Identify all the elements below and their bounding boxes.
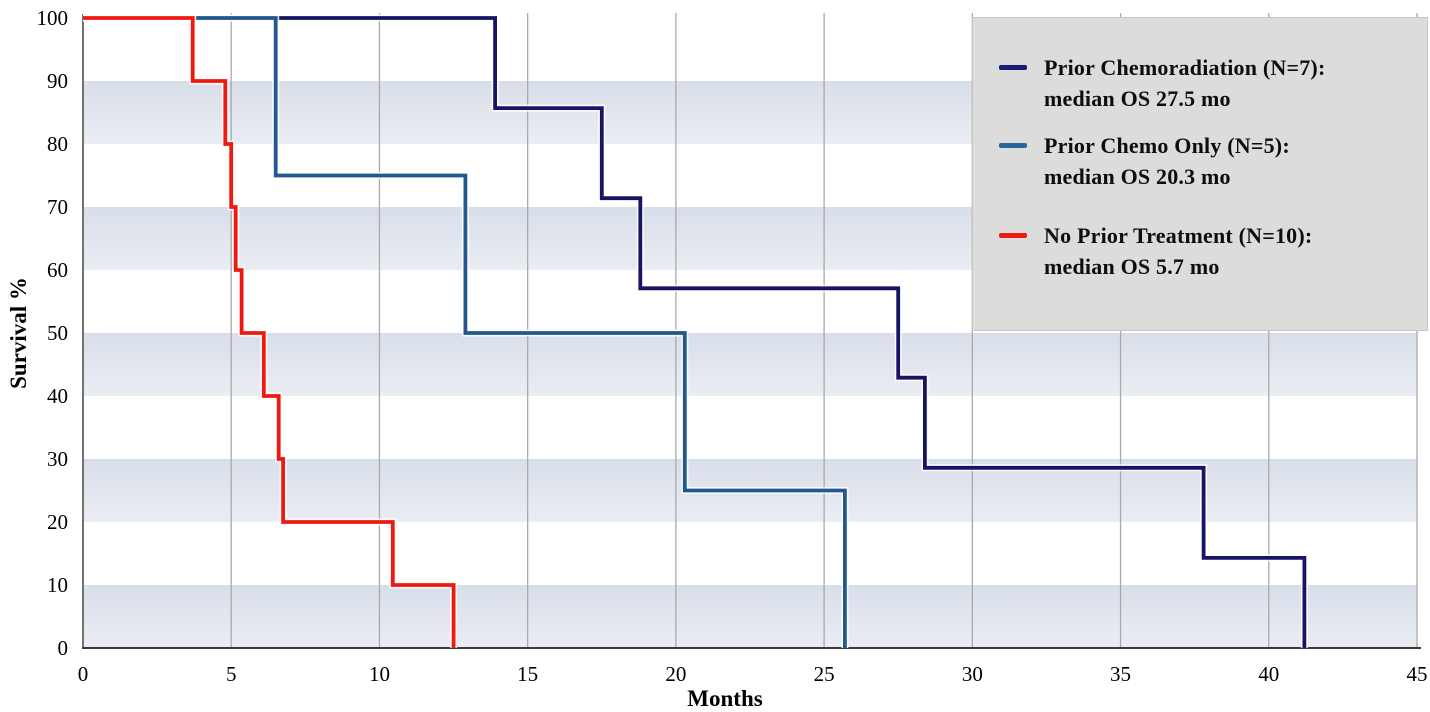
x-tick-label-0: 0 [78, 662, 89, 686]
legend-series-name: No Prior Treatment (N=10): [1044, 223, 1313, 248]
x-tick-label-35: 35 [1110, 662, 1131, 686]
y-tick-label-70: 70 [47, 195, 68, 219]
x-tick-label-10: 10 [369, 662, 390, 686]
legend-item-no-prior-treatment: No Prior Treatment (N=10): median OS 5.7… [999, 220, 1417, 282]
curve-no-prior-treatment-n-10- [83, 16, 456, 648]
legend-label: Prior Chemoradiation (N=7): median OS 27… [1044, 52, 1326, 114]
legend-series-median: median OS 20.3 mo [1044, 164, 1231, 189]
chart-legend: Prior Chemoradiation (N=7): median OS 27… [972, 17, 1428, 331]
y-tick-label-80: 80 [47, 132, 68, 156]
legend-series-name: Prior Chemo Only (N=5): [1044, 133, 1290, 158]
x-tick-label-20: 20 [665, 662, 686, 686]
legend-item-prior-chemoradiation: Prior Chemoradiation (N=7): median OS 27… [999, 52, 1417, 114]
background-band [84, 333, 1417, 396]
x-axis-title: Months [687, 686, 762, 711]
y-tick-label-20: 20 [47, 510, 68, 534]
y-tick-label-50: 50 [47, 321, 68, 345]
x-tick-label-45: 45 [1407, 662, 1428, 686]
y-tick-label-90: 90 [47, 69, 68, 93]
legend-series-median: median OS 27.5 mo [1044, 86, 1231, 111]
legend-series-name: Prior Chemoradiation (N=7): [1044, 55, 1326, 80]
curve-prior-chemo-only-n-5- [83, 16, 847, 648]
background-band [84, 585, 1417, 648]
x-tick-label-25: 25 [814, 662, 835, 686]
y-tick-label-0: 0 [58, 636, 69, 660]
y-tick-label-60: 60 [47, 258, 68, 282]
y-tick-label-100: 100 [37, 6, 69, 30]
x-tick-label-30: 30 [962, 662, 983, 686]
x-tick-label-40: 40 [1258, 662, 1279, 686]
x-tick-label-15: 15 [517, 662, 538, 686]
legend-swatch-red-line-icon [999, 233, 1027, 238]
legend-label: No Prior Treatment (N=10): median OS 5.7… [1044, 220, 1312, 282]
y-axis-title: Survival % [6, 277, 31, 389]
legend-label: Prior Chemo Only (N=5): median OS 20.3 m… [1044, 130, 1290, 192]
legend-swatch-steel-line-icon [999, 143, 1027, 148]
curve-prior-chemoradiation-n-7- [83, 16, 1307, 648]
y-tick-label-40: 40 [47, 384, 68, 408]
x-tick-label-5: 5 [226, 662, 237, 686]
legend-swatch-navy-line-icon [999, 65, 1027, 70]
legend-series-median: median OS 5.7 mo [1044, 254, 1220, 279]
y-tick-label-10: 10 [47, 573, 68, 597]
legend-item-prior-chemo-only: Prior Chemo Only (N=5): median OS 20.3 m… [999, 130, 1417, 192]
y-tick-label-30: 30 [47, 447, 68, 471]
